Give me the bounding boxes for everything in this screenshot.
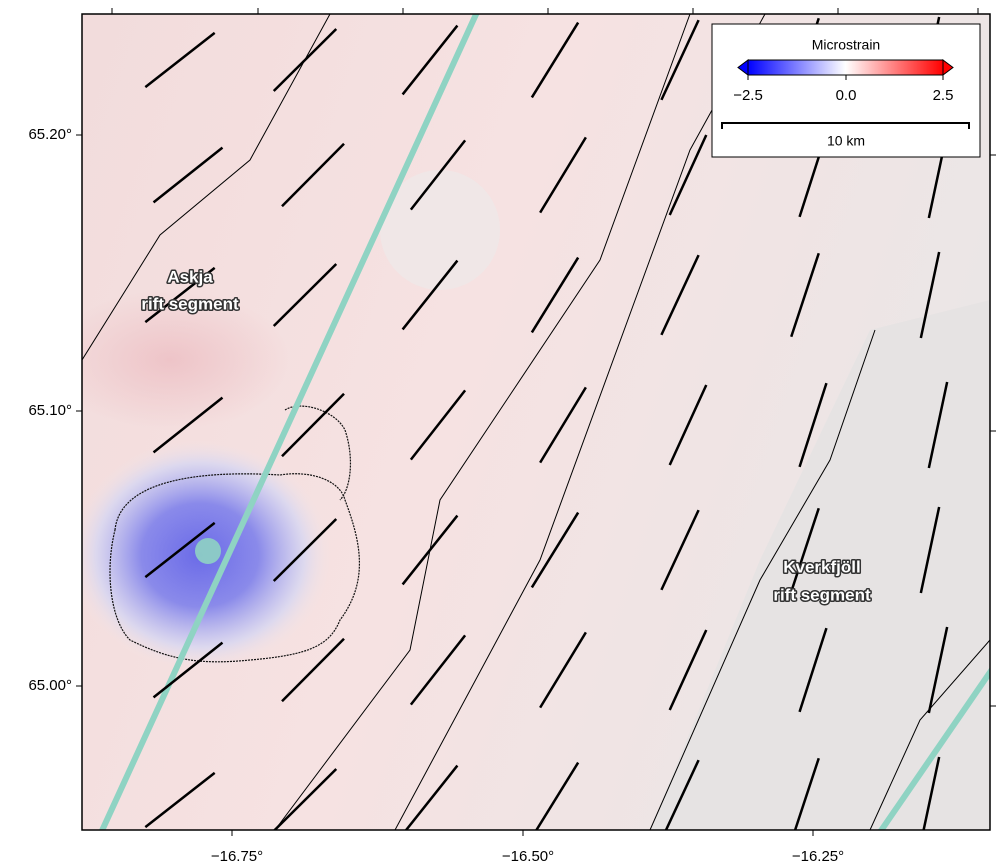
lon-label: −16.25°	[792, 848, 844, 865]
colorbar-label: 2.5	[933, 87, 954, 104]
lat-label: 65.10°	[28, 402, 72, 419]
colorbar-label: 0.0	[836, 87, 857, 104]
legend: Microstrain −2.5 0.0 2.5 10 km	[712, 24, 980, 157]
lat-label: 65.20°	[28, 126, 72, 143]
region-label: rift segment	[773, 585, 871, 604]
lat-label: 65.00°	[28, 677, 72, 694]
colorbar-label: −2.5	[733, 87, 763, 104]
legend-title: Microstrain	[812, 37, 880, 53]
region-label: Askja	[167, 267, 213, 286]
source-point	[195, 538, 221, 564]
lon-label: −16.75°	[211, 848, 263, 865]
map: Askja rift segment Kverkfjöll rift segme…	[0, 0, 1002, 867]
scale-label: 10 km	[827, 133, 865, 149]
colorbar	[748, 60, 943, 75]
region-label: rift segment	[141, 294, 239, 313]
lon-label: −16.50°	[502, 848, 554, 865]
region-label: Kverkfjöll	[783, 557, 860, 576]
